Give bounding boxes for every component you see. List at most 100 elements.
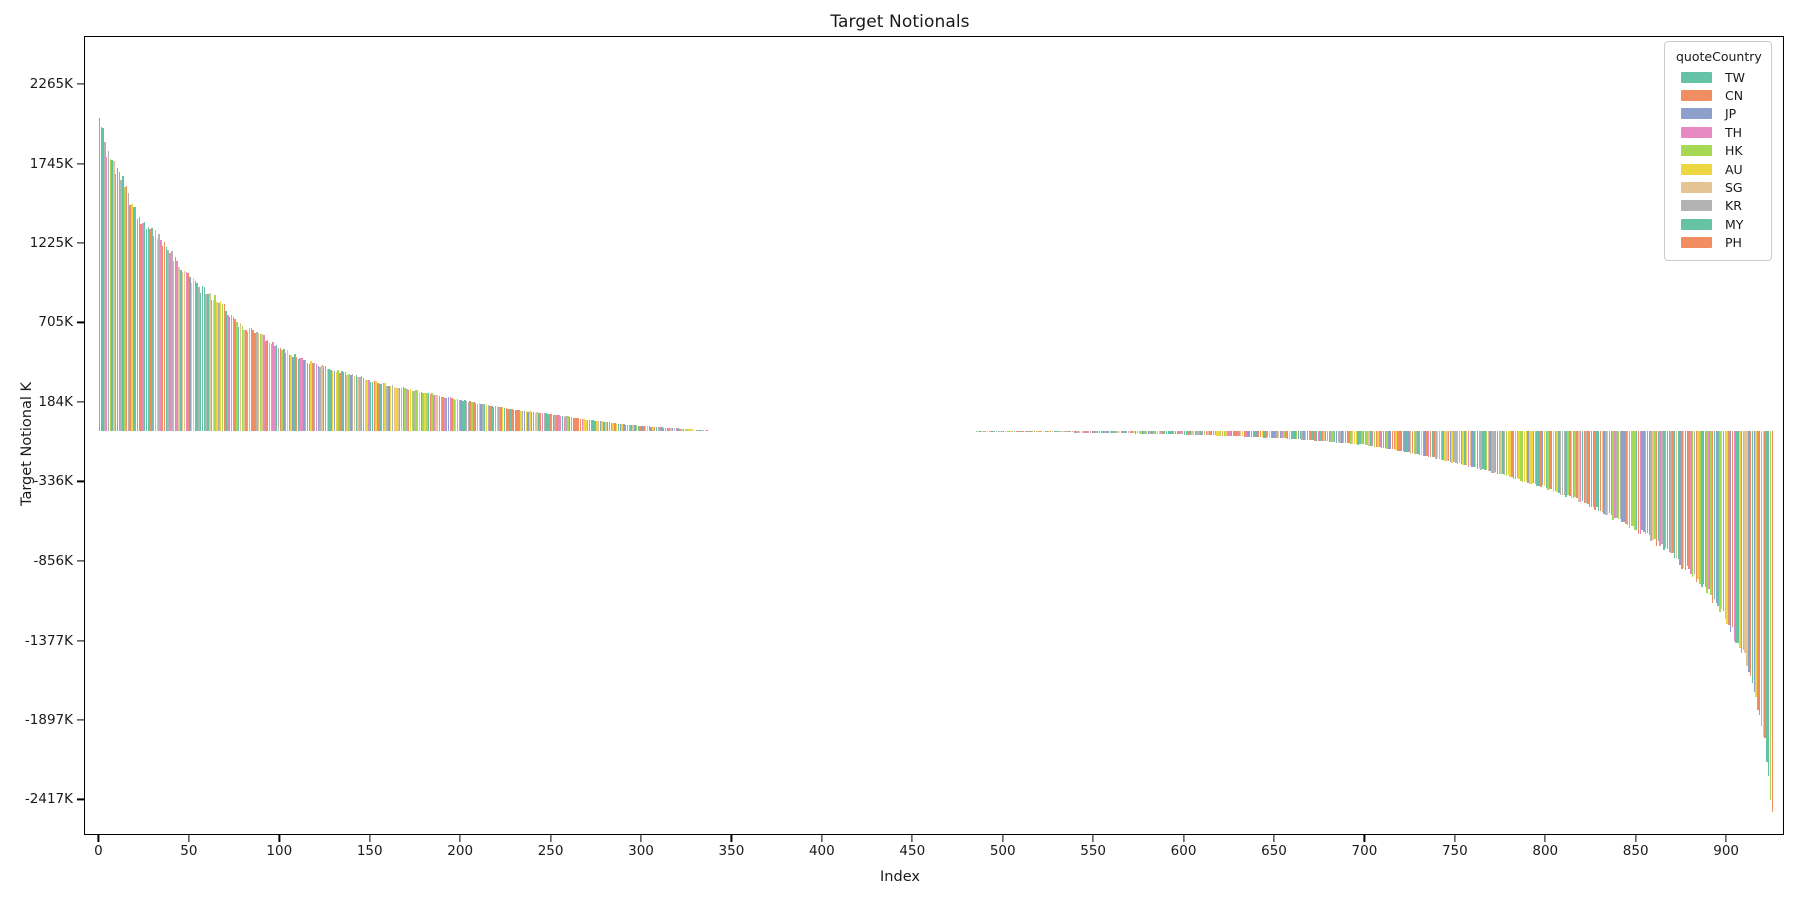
bar xyxy=(1207,431,1209,436)
bar xyxy=(467,402,470,432)
bar xyxy=(237,327,240,432)
bar xyxy=(1634,431,1636,531)
bar xyxy=(243,330,245,432)
legend-label: TW xyxy=(1725,69,1745,85)
legend-item-jp[interactable]: JP xyxy=(1674,105,1762,123)
bar xyxy=(529,411,531,432)
bar xyxy=(1409,431,1412,454)
bar xyxy=(563,416,565,432)
bar xyxy=(1362,431,1365,445)
legend-item-kr[interactable]: KR xyxy=(1674,197,1762,215)
legend-item-my[interactable]: MY xyxy=(1674,215,1762,233)
bar xyxy=(1737,431,1739,643)
legend-item-hk[interactable]: HK xyxy=(1674,142,1762,160)
bar xyxy=(1748,431,1750,672)
bar xyxy=(1400,431,1403,451)
bar xyxy=(295,356,298,432)
bar xyxy=(125,186,128,432)
bar xyxy=(207,293,209,432)
bar xyxy=(275,344,278,432)
bar xyxy=(306,362,309,432)
bar xyxy=(1290,431,1292,440)
legend-item-ph[interactable]: PH xyxy=(1674,234,1762,252)
bar xyxy=(1715,431,1717,604)
bar xyxy=(686,428,688,432)
bar xyxy=(527,411,529,432)
bar xyxy=(1485,431,1488,470)
bar xyxy=(335,371,338,432)
bar xyxy=(1124,431,1126,434)
bar xyxy=(1478,431,1481,468)
bar xyxy=(1444,431,1446,461)
bar xyxy=(241,325,244,432)
bar xyxy=(1075,431,1077,433)
bar xyxy=(265,340,267,432)
bar xyxy=(1172,431,1175,435)
bar xyxy=(610,422,612,432)
bar xyxy=(107,151,110,432)
legend-item-th[interactable]: TH xyxy=(1674,123,1762,141)
bar xyxy=(681,428,683,432)
bar xyxy=(1695,431,1698,582)
bar xyxy=(1160,431,1162,434)
bar xyxy=(252,329,254,432)
bar xyxy=(650,426,652,432)
bar xyxy=(1664,431,1667,549)
bar xyxy=(487,404,490,432)
bar xyxy=(1261,431,1264,438)
legend-item-sg[interactable]: SG xyxy=(1674,178,1762,196)
bar xyxy=(1332,431,1334,443)
bar xyxy=(1681,431,1683,569)
bar xyxy=(1588,431,1591,508)
bar xyxy=(1057,431,1059,433)
x-tick-mark xyxy=(1092,835,1094,842)
x-tick-mark xyxy=(278,835,280,842)
legend-item-tw[interactable]: TW xyxy=(1674,68,1762,86)
bar xyxy=(552,414,555,432)
bar xyxy=(1145,431,1148,434)
bar xyxy=(1377,431,1379,448)
bar xyxy=(1243,431,1245,437)
legend-item-au[interactable]: AU xyxy=(1674,160,1762,178)
bar xyxy=(1390,431,1392,450)
bar xyxy=(413,391,415,432)
bar xyxy=(427,393,430,432)
bar xyxy=(1632,431,1634,526)
legend-item-cn[interactable]: CN xyxy=(1674,86,1762,104)
bar xyxy=(1274,431,1276,439)
x-tick-mark xyxy=(1002,835,1004,842)
bar xyxy=(200,292,202,432)
y-axis-label: Target Notional K xyxy=(19,382,35,506)
bar xyxy=(1413,431,1415,454)
bar xyxy=(1471,431,1473,467)
bar xyxy=(1532,431,1535,483)
bar xyxy=(285,353,287,432)
bar xyxy=(290,354,292,432)
bar xyxy=(1531,431,1533,484)
bar xyxy=(389,386,392,432)
bar xyxy=(1668,431,1670,553)
bar xyxy=(143,221,146,432)
bar xyxy=(386,385,388,432)
bar xyxy=(232,316,235,432)
bar xyxy=(1406,431,1408,452)
bar xyxy=(494,406,497,432)
bar xyxy=(995,431,998,433)
bar xyxy=(1673,431,1676,558)
bar xyxy=(214,295,216,432)
bar xyxy=(1437,431,1439,459)
bar xyxy=(1739,431,1741,648)
bar xyxy=(1306,431,1309,440)
bar xyxy=(1335,431,1338,443)
bar xyxy=(1116,431,1119,434)
bar xyxy=(272,341,274,432)
bar xyxy=(1393,431,1396,450)
bar xyxy=(1766,431,1768,762)
bar xyxy=(1574,431,1576,498)
bar xyxy=(1594,431,1596,510)
bar xyxy=(1239,431,1242,437)
bar xyxy=(1028,431,1030,433)
bar xyxy=(588,419,591,432)
bar xyxy=(1229,431,1231,437)
bar xyxy=(1200,431,1202,436)
